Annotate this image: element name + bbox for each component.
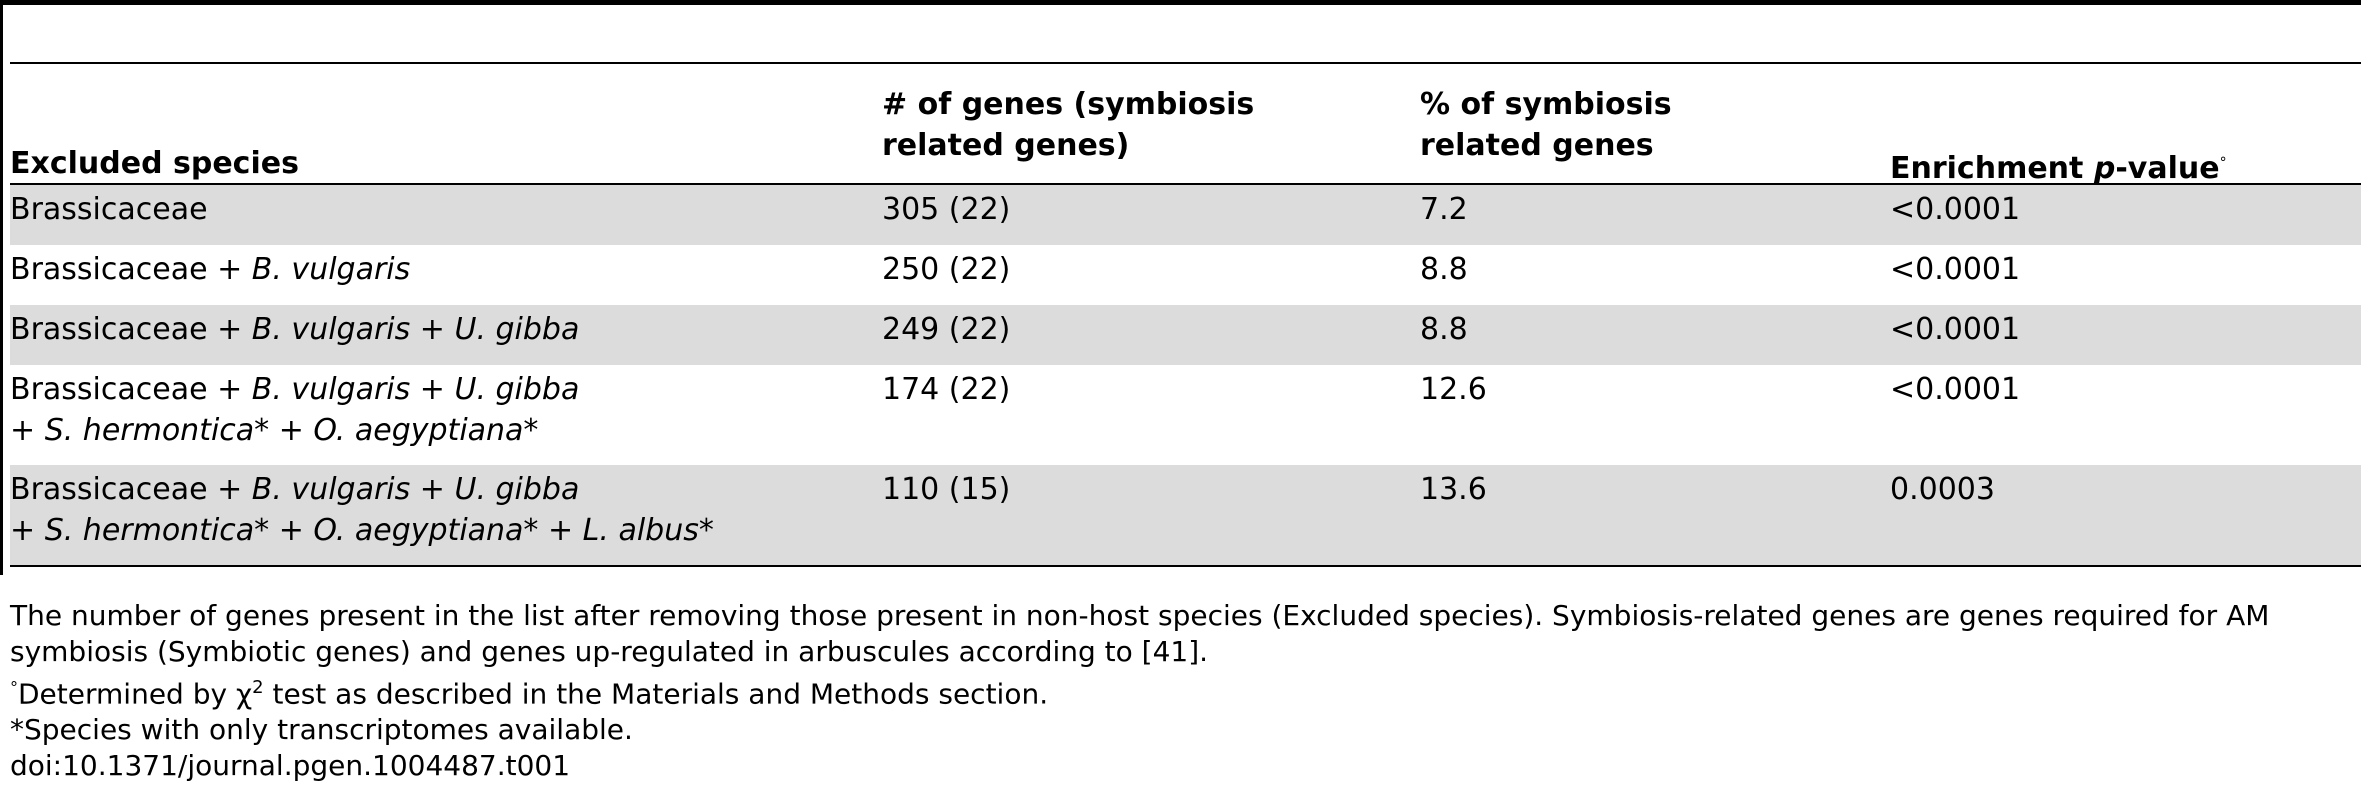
species-text: Brassicaceae: [10, 192, 208, 227]
species-text: Brassicaceae +: [10, 312, 252, 347]
species-text: +: [10, 513, 45, 548]
species-name: O. aegyptiana*: [313, 513, 539, 548]
table-row: Brassicaceae + B. vulgaris + U. gibba 249…: [10, 305, 2361, 365]
cell-excluded-species: Brassicaceae + B. vulgaris + U. gibba + S…: [10, 469, 714, 551]
footnote-description: The number of genes present in the list …: [10, 599, 2270, 668]
species-name: U. gibba: [454, 372, 580, 407]
cell-excluded-species: Brassicaceae + B. vulgaris + U. gibba + S…: [10, 369, 579, 451]
species-line: Brassicaceae + B. vulgaris + U. gibba: [10, 369, 579, 410]
header-top-rule: [10, 62, 2361, 64]
species-text: +: [410, 372, 455, 407]
species-name: B. vulgaris: [251, 472, 411, 507]
species-line: + S. hermontica* + O. aegyptiana* + L. a…: [10, 510, 714, 551]
cell-enrichment-pvalue: <0.0001: [1890, 312, 2021, 347]
table-row: Brassicaceae + B. vulgaris + U. gibba + S…: [10, 465, 2361, 565]
species-name: L. albus*: [582, 513, 714, 548]
cell-percent-symbiosis: 8.8: [1420, 252, 1468, 287]
species-name: B. vulgaris: [251, 252, 411, 287]
species-line: Brassicaceae: [10, 189, 208, 230]
table-row: Brassicaceae + B. vulgaris + U. gibba + S…: [10, 365, 2361, 465]
species-text: +: [538, 513, 583, 548]
cell-excluded-species: Brassicaceae + B. vulgaris + U. gibba: [10, 309, 579, 350]
species-name: B. vulgaris: [251, 312, 411, 347]
species-text: +: [410, 472, 455, 507]
cell-number-of-genes: 305 (22): [882, 192, 1011, 227]
table-header: Excluded species # of genes (symbiosis re…: [10, 64, 2361, 186]
cell-enrichment-pvalue: <0.0001: [1890, 252, 2021, 287]
footnote-doi: doi:10.1371/journal.pgen.1004487.t001: [10, 749, 571, 783]
species-text: Brassicaceae +: [10, 472, 252, 507]
cell-percent-symbiosis: 7.2: [1420, 192, 1468, 227]
species-text: +: [410, 312, 455, 347]
species-text: Brassicaceae +: [10, 372, 252, 407]
species-text: +: [269, 413, 314, 448]
header-excluded-species: Excluded species: [10, 146, 299, 181]
cell-enrichment-pvalue: <0.0001: [1890, 192, 2021, 227]
species-line: Brassicaceae + B. vulgaris + U. gibba: [10, 469, 714, 510]
species-name: S. hermontica*: [44, 513, 270, 548]
cell-number-of-genes: 174 (22): [882, 372, 1011, 407]
table-row: Brassicaceae 305 (22) 7.2 <0.0001: [10, 185, 2361, 245]
header-number-of-genes: # of genes (symbiosis related genes): [882, 87, 1255, 163]
left-border: [0, 0, 3, 575]
cell-excluded-species: Brassicaceae: [10, 189, 208, 230]
cell-number-of-genes: 250 (22): [882, 252, 1011, 287]
species-name: S. hermontica*: [44, 413, 270, 448]
footnote-asterisk: *Species with only transcriptomes availa…: [10, 713, 633, 747]
species-line: + S. hermontica* + O. aegyptiana*: [10, 410, 579, 451]
cell-percent-symbiosis: 12.6: [1420, 372, 1487, 407]
species-name: O. aegyptiana*: [313, 413, 539, 448]
table-bottom-rule: [10, 565, 2361, 567]
cell-percent-symbiosis: 8.8: [1420, 312, 1468, 347]
species-text: +: [269, 513, 314, 548]
species-line: Brassicaceae + B. vulgaris: [10, 249, 410, 290]
cell-percent-symbiosis: 13.6: [1420, 472, 1487, 507]
species-line: Brassicaceae + B. vulgaris + U. gibba: [10, 309, 579, 350]
table-row: Brassicaceae + B. vulgaris 250 (22) 8.8 <0.…: [10, 245, 2361, 305]
cell-number-of-genes: 249 (22): [882, 312, 1011, 347]
header-enrichment-pvalue: Enrichment p-value°: [1890, 151, 2227, 186]
cell-excluded-species: Brassicaceae + B. vulgaris: [10, 249, 410, 290]
footnote-chi-square: °Determined by χ2 test as described in t…: [10, 677, 1049, 711]
species-text: +: [10, 413, 45, 448]
cell-number-of-genes: 110 (15): [882, 472, 1011, 507]
top-rule: [0, 0, 2361, 5]
species-name: U. gibba: [454, 472, 580, 507]
species-text: Brassicaceae +: [10, 252, 252, 287]
species-name: U. gibba: [454, 312, 580, 347]
cell-enrichment-pvalue: <0.0001: [1890, 372, 2021, 407]
header-percent-symbiosis: % of symbiosis related genes: [1420, 87, 1672, 163]
cell-enrichment-pvalue: 0.0003: [1890, 472, 1995, 507]
species-name: B. vulgaris: [251, 372, 411, 407]
table-footnotes: The number of genes present in the list …: [10, 598, 2340, 784]
